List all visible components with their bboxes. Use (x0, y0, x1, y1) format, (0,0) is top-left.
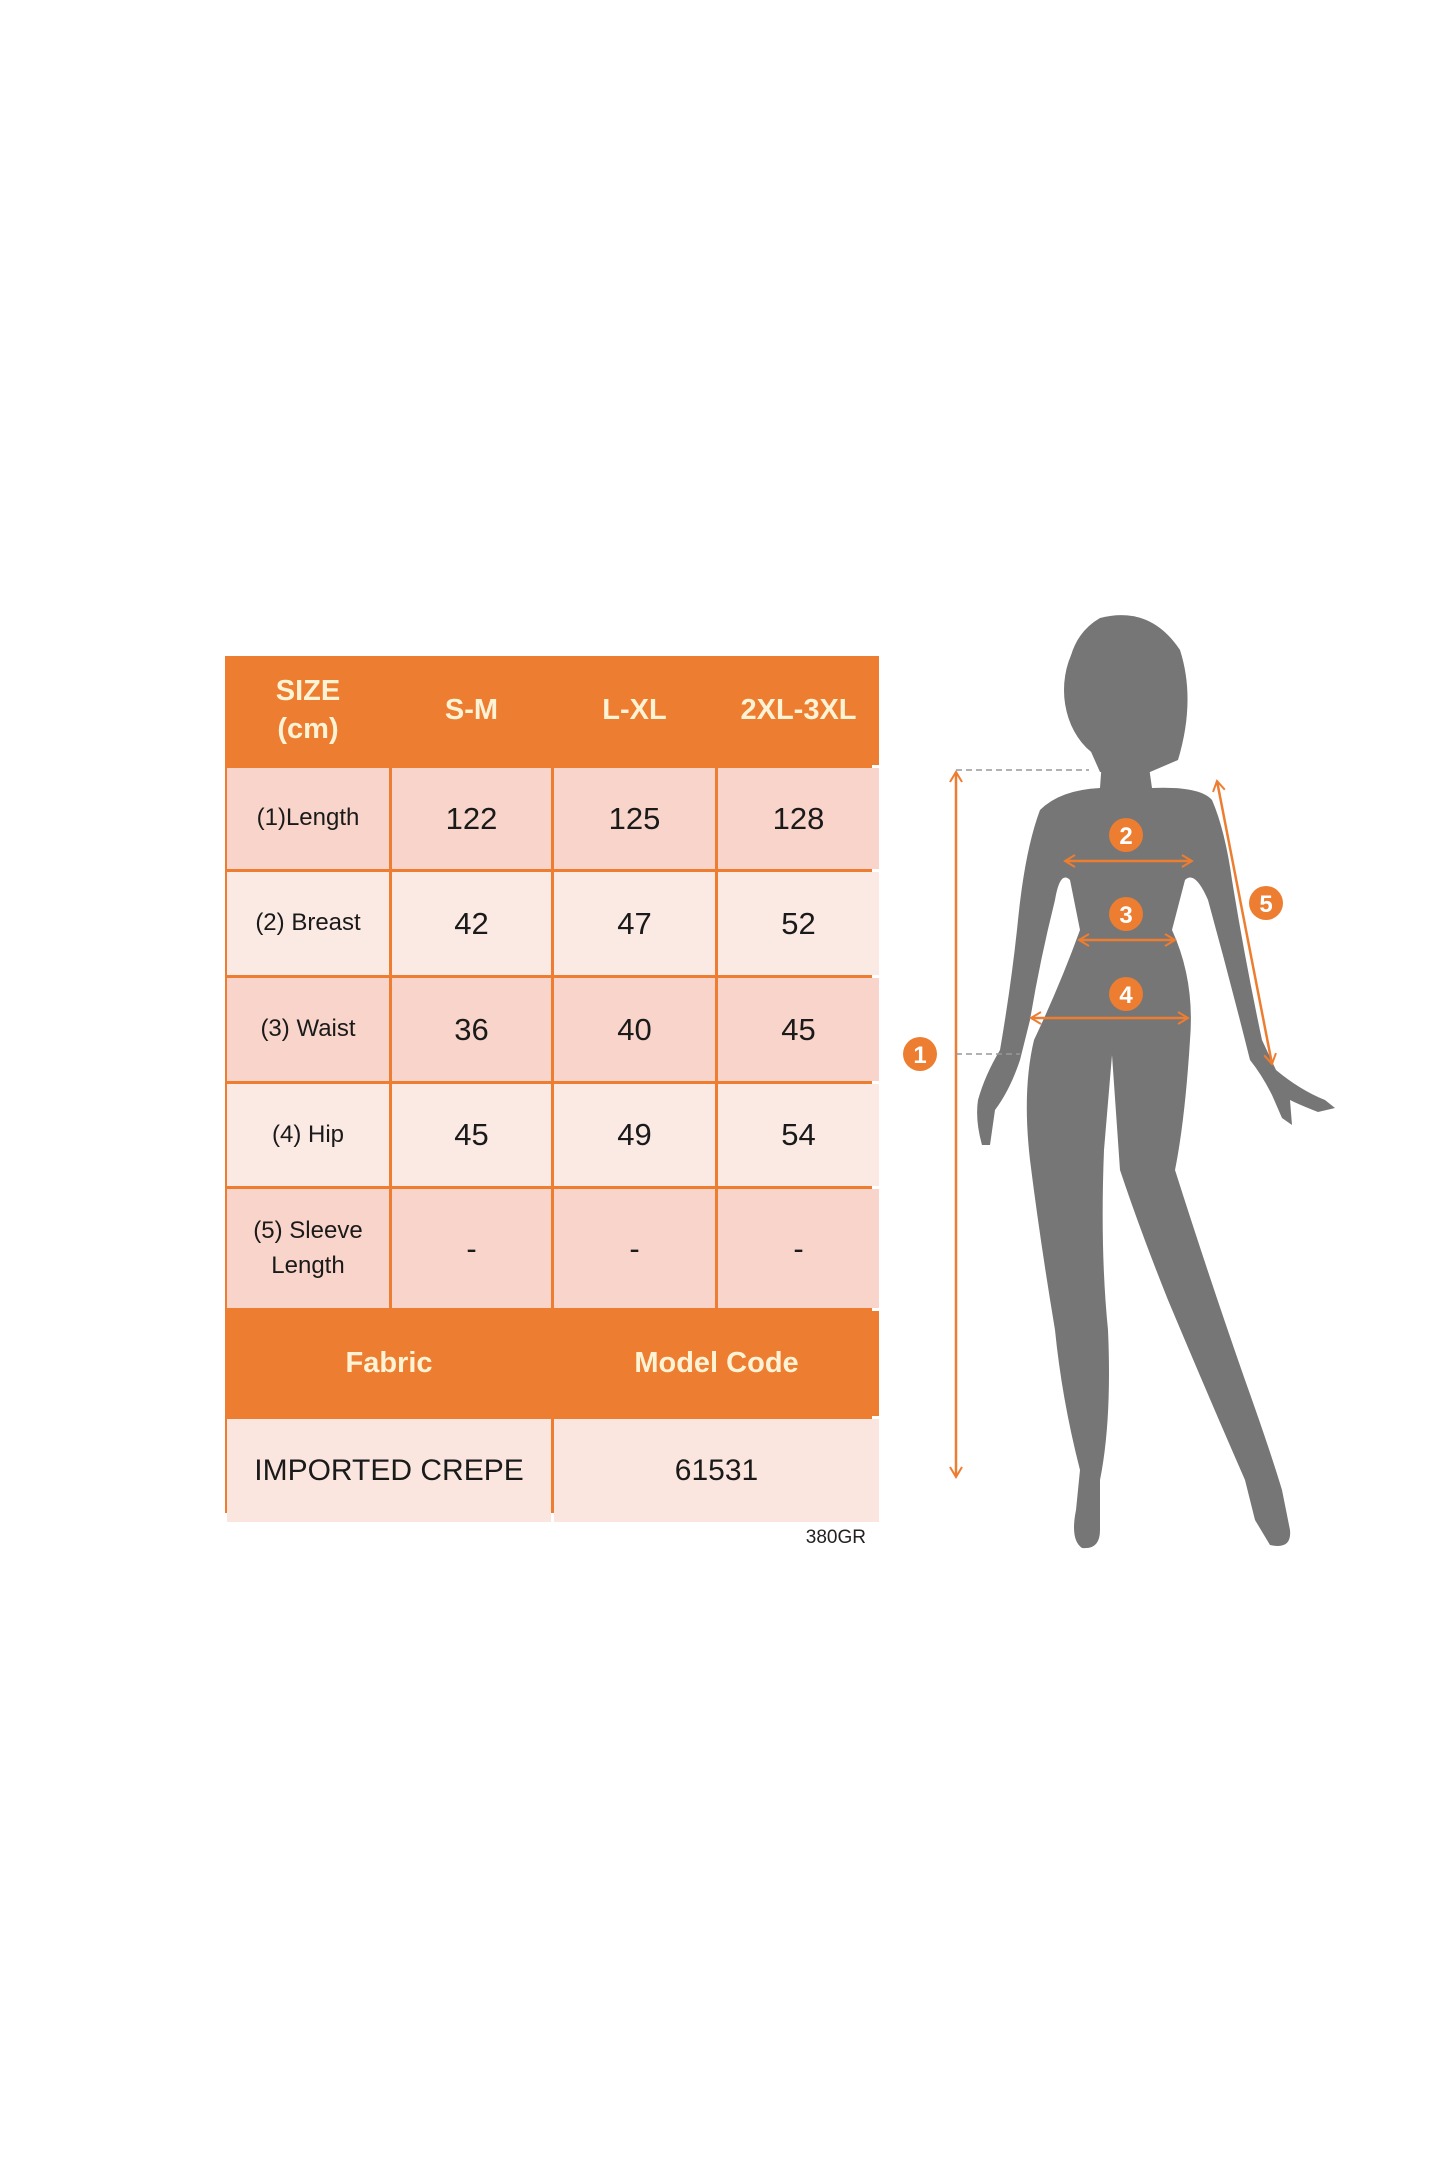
header-s-m: S-M (392, 656, 551, 765)
header-fabric: Fabric (227, 1311, 551, 1416)
cell: 125 (554, 768, 715, 869)
weight-code: 380GR (805, 1527, 866, 1548)
cell: - (718, 1189, 879, 1308)
cell: 128 (718, 768, 879, 869)
marker-5-icon: 5 (1249, 886, 1283, 920)
row-label-hip: (4) Hip (227, 1084, 389, 1186)
svg-text:2: 2 (1119, 823, 1132, 850)
header-l-xl: L-XL (554, 656, 715, 765)
marker-1-icon: 1 (903, 1037, 937, 1071)
female-silhouette (977, 615, 1335, 1549)
cell: - (392, 1189, 551, 1308)
cell: 52 (718, 872, 879, 975)
header-model-code: Model Code (554, 1311, 879, 1416)
cell: 49 (554, 1084, 715, 1186)
svg-text:4: 4 (1119, 982, 1133, 1009)
markers: 1 2 3 4 5 (903, 818, 1283, 1071)
row-label-length: (1)Length (227, 768, 389, 869)
svg-text:1: 1 (913, 1042, 926, 1069)
header-size: SIZE (cm) (227, 656, 389, 765)
header-2xl-3xl: 2XL-3XL (718, 656, 879, 765)
measure-lines (949, 770, 1277, 1479)
svg-text:3: 3 (1119, 902, 1132, 929)
sleeve-arrow (1212, 779, 1277, 1066)
size-chart-table: SIZE (cm) S-M L-XL 2XL-3XL (1)Length 122 … (225, 656, 879, 1522)
cell: 45 (392, 1084, 551, 1186)
cell: 54 (718, 1084, 879, 1186)
svg-text:5: 5 (1259, 891, 1272, 918)
marker-3-icon: 3 (1109, 897, 1143, 931)
model-code-value: 61531 (554, 1419, 879, 1522)
cell: 36 (392, 978, 551, 1081)
row-label-sleeve-length: (5) Sleeve Length (227, 1189, 389, 1308)
cell: 40 (554, 978, 715, 1081)
cell: 47 (554, 872, 715, 975)
row-label-breast: (2) Breast (227, 872, 389, 975)
marker-4-icon: 4 (1109, 977, 1143, 1011)
row-label-waist: (3) Waist (227, 978, 389, 1081)
cell: 45 (718, 978, 879, 1081)
marker-2-icon: 2 (1109, 818, 1143, 852)
fabric-value: IMPORTED CREPE (227, 1419, 551, 1522)
cell: 42 (392, 872, 551, 975)
guide-lines (956, 769, 1089, 1055)
cell: 122 (392, 768, 551, 869)
cell: - (554, 1189, 715, 1308)
